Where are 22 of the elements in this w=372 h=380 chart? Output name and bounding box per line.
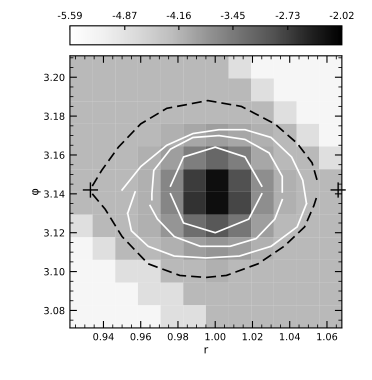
x-tick-label: 0.98 [168, 332, 188, 340]
y-tick-label: 3.20 [44, 74, 64, 82]
y-tick-label: 3.12 [44, 229, 64, 237]
x-tick-label: 0.96 [130, 332, 151, 340]
color-bar-label: -5.59 [58, 12, 82, 20]
y-tick-label: 3.16 [44, 151, 64, 159]
color-bar-label: -3.45 [220, 12, 245, 20]
x-tick-label: 1.02 [242, 332, 262, 340]
y-axis-title: φ [32, 188, 41, 195]
x-tick-label: 1.06 [317, 332, 338, 340]
color-bar-label: -2.73 [276, 12, 300, 20]
color-bar-label: -4.87 [112, 12, 137, 20]
x-tick-label: 1.04 [280, 332, 300, 340]
x-tick-label: 1.00 [205, 332, 226, 340]
color-bar-label: -2.02 [330, 12, 354, 20]
color-bar-label: -4.16 [166, 12, 191, 20]
x-axis-title: r [204, 347, 208, 354]
x-tick-label: 0.94 [93, 332, 114, 340]
y-tick-label: 3.08 [44, 306, 64, 314]
y-tick-label: 3.14 [44, 190, 65, 198]
y-tick-label: 3.10 [44, 268, 64, 276]
y-tick-label: 3.18 [44, 112, 64, 120]
